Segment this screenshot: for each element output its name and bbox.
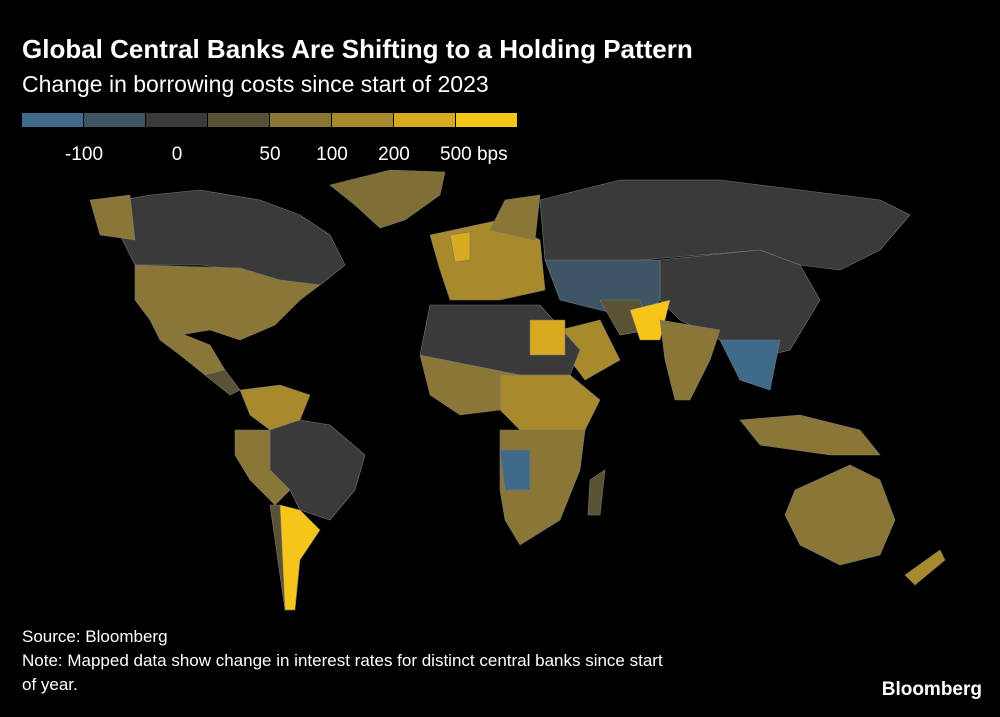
- legend-swatch: [456, 113, 517, 127]
- note: of year.: [22, 675, 78, 694]
- source: Source: Bloomberg: [22, 627, 168, 646]
- legend-swatch: [84, 113, 145, 127]
- world-map: [89, 169, 946, 611]
- legend-swatch: [332, 113, 393, 127]
- legend-label: 50: [259, 144, 280, 165]
- legend-swatch: [22, 113, 83, 127]
- brand-logo: Bloomberg: [882, 679, 982, 700]
- legend-swatch: [394, 113, 455, 127]
- legend-swatch: [208, 113, 269, 127]
- legend-label: 500 bps: [440, 144, 508, 165]
- title: Global Central Banks Are Shifting to a H…: [22, 34, 693, 64]
- note: Note: Mapped data show change in interes…: [22, 651, 663, 670]
- subtitle: Change in borrowing costs since start of…: [22, 71, 489, 97]
- legend: -100 0 50 100 200 500 bps: [22, 113, 517, 165]
- legend-label: 100: [316, 144, 348, 165]
- legend-label: -100: [65, 144, 103, 165]
- legend-swatch: [270, 113, 331, 127]
- legend-label: 0: [172, 144, 183, 165]
- legend-swatch: [146, 113, 207, 127]
- legend-label: 200: [378, 144, 410, 165]
